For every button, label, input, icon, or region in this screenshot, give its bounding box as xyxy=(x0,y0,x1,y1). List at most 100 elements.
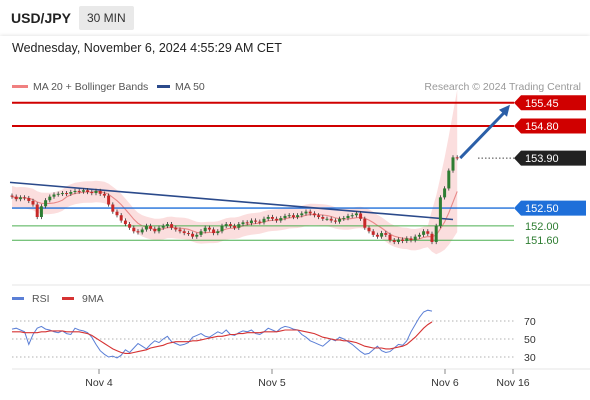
candle-body xyxy=(392,240,396,242)
candle-body xyxy=(304,211,308,214)
candle-body xyxy=(212,229,216,234)
candle-body xyxy=(321,217,325,219)
candle-body xyxy=(354,213,358,216)
candle-body xyxy=(430,233,434,242)
legend-label: RSI xyxy=(32,293,50,305)
candle-body xyxy=(157,227,161,232)
candle-body xyxy=(199,231,203,235)
candle-body xyxy=(426,231,430,234)
candle-body xyxy=(149,225,153,229)
candle-body xyxy=(220,225,224,232)
candle-body xyxy=(375,234,379,237)
level-label: 155.45 xyxy=(525,98,559,110)
level-label: 152.50 xyxy=(525,203,559,215)
candle-body xyxy=(287,215,291,217)
legend-swatch xyxy=(12,297,24,300)
x-tick-label: Nov 6 xyxy=(431,377,459,389)
candle-body xyxy=(447,170,451,189)
candle-body xyxy=(405,238,409,241)
candle-body xyxy=(237,224,241,228)
candle-body xyxy=(325,218,329,220)
candle-body xyxy=(401,239,405,241)
candle-body xyxy=(52,194,56,197)
candle-body xyxy=(119,215,123,221)
candle-body xyxy=(455,157,459,159)
candle-body xyxy=(132,227,136,232)
candle-body xyxy=(409,238,413,241)
legend-label: MA 50 xyxy=(175,81,205,93)
candle-body xyxy=(350,215,354,217)
candle-body xyxy=(94,190,98,194)
candle-body xyxy=(384,233,388,235)
candle-body xyxy=(174,227,178,230)
x-tick-label: Nov 16 xyxy=(496,377,529,389)
candle-body xyxy=(451,157,455,171)
candle-body xyxy=(317,215,321,218)
watermark: Research © 2024 Trading Central xyxy=(424,81,581,93)
candle-body xyxy=(123,220,127,225)
level-label: 151.60 xyxy=(525,235,559,247)
candle-body xyxy=(27,198,31,201)
candle-body xyxy=(69,192,73,194)
candle-body xyxy=(14,196,18,200)
rsi-ma-line xyxy=(12,321,433,354)
rsi-tick-label: 50 xyxy=(524,334,536,346)
candle-body xyxy=(245,222,249,224)
candle-body xyxy=(371,231,375,235)
level-label: 154.80 xyxy=(525,121,559,133)
candle-body xyxy=(165,224,169,226)
candle-body xyxy=(77,190,81,192)
candle-body xyxy=(417,234,421,237)
candle-body xyxy=(98,190,102,194)
candle-body xyxy=(44,200,48,207)
level-tag-resistance xyxy=(514,118,586,134)
candle-body xyxy=(203,227,207,232)
rsi-line xyxy=(11,309,433,359)
candle-body xyxy=(422,231,426,235)
timestamp: Wednesday, November 6, 2024 4:55:29 AM C… xyxy=(12,41,282,55)
candle-body xyxy=(300,213,304,216)
candle-body xyxy=(308,211,312,214)
candle-body xyxy=(249,220,253,224)
legend-swatch xyxy=(157,85,170,88)
candle-body xyxy=(81,190,85,192)
candle-body xyxy=(31,200,35,205)
candle-body xyxy=(207,227,211,230)
timeframe-badge[interactable]: 30 MIN xyxy=(79,6,134,30)
legend-swatch xyxy=(12,85,28,88)
candle-body xyxy=(161,225,165,228)
candle-body xyxy=(342,218,346,220)
candle-body xyxy=(56,193,60,195)
level-tag-current xyxy=(514,150,586,166)
candle-body xyxy=(296,215,300,218)
candle-body xyxy=(102,193,106,196)
candle-body xyxy=(153,228,157,232)
candle-body xyxy=(65,193,69,195)
legend-label: 9MA xyxy=(82,293,104,305)
candle-body xyxy=(115,211,119,216)
candle-body xyxy=(367,227,371,232)
candle-body xyxy=(329,218,333,221)
candle-body xyxy=(333,220,337,222)
instrument-title: USD/JPY xyxy=(11,10,71,26)
candle-body xyxy=(23,197,27,199)
candle-body xyxy=(107,195,111,205)
candle-body xyxy=(346,215,350,219)
candle-body xyxy=(396,239,400,242)
candle-body xyxy=(48,196,52,201)
candle-body xyxy=(241,222,245,225)
candle-body xyxy=(363,218,367,228)
candle-body xyxy=(434,225,438,242)
candle-body xyxy=(18,197,22,200)
candle-body xyxy=(338,218,342,222)
candle-body xyxy=(380,233,384,237)
legend-label: MA 20 + Bollinger Bands xyxy=(33,81,148,93)
candle-body xyxy=(186,233,190,235)
candle-body xyxy=(283,215,287,219)
candle-body xyxy=(136,231,140,233)
candle-body xyxy=(224,224,228,226)
candle-body xyxy=(228,224,232,226)
level-tag-target xyxy=(514,95,586,111)
candle-body xyxy=(73,190,77,193)
candle-body xyxy=(140,229,144,233)
